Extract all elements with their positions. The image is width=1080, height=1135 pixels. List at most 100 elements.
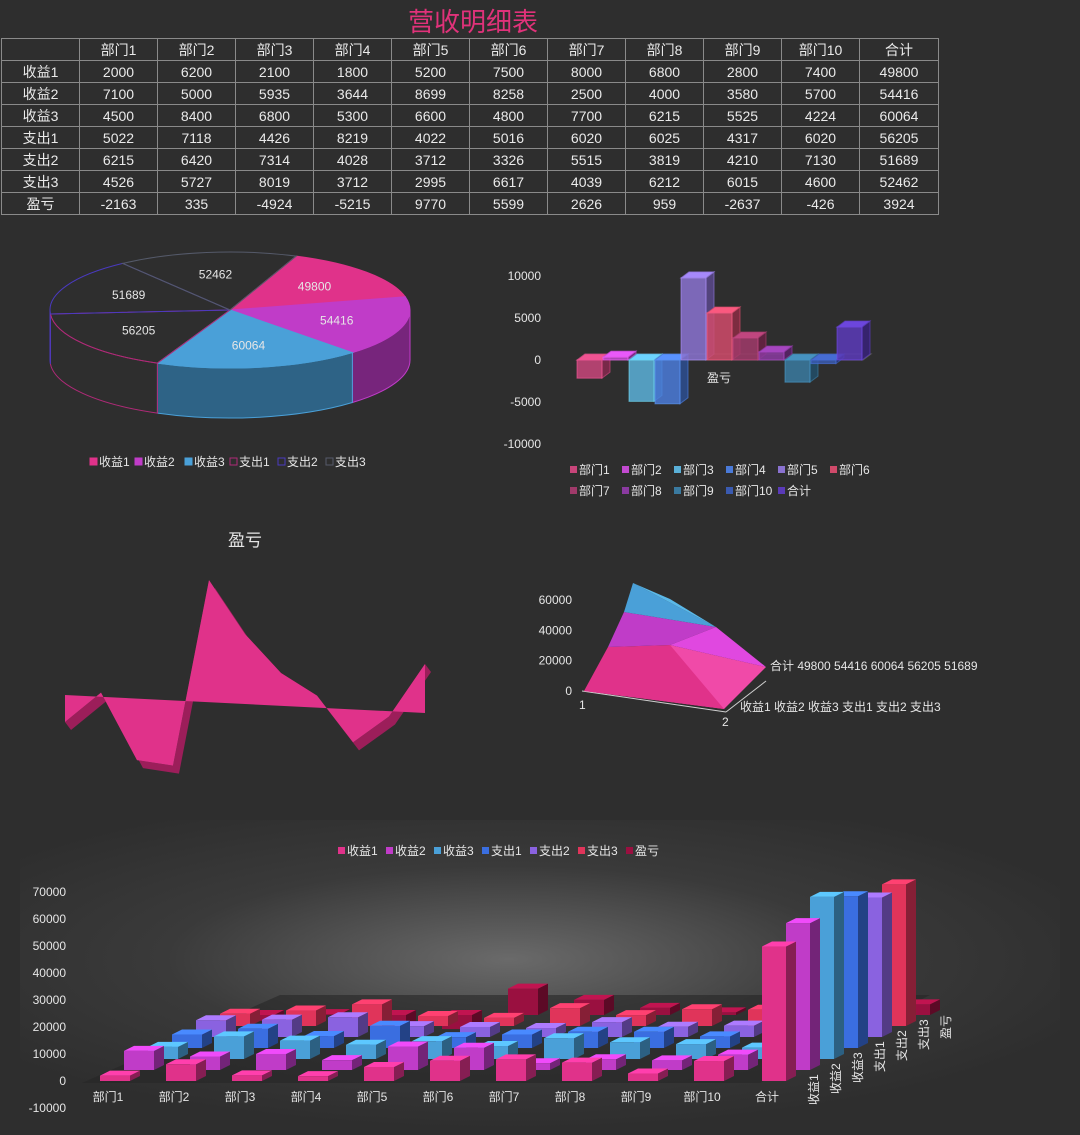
- col3d-bar: [100, 1075, 130, 1081]
- col3d-bar: [298, 1076, 328, 1081]
- table-header-cell: 部门2: [157, 38, 236, 61]
- col3d-y-tick: 70000: [33, 885, 67, 899]
- table-cell: 8400: [157, 104, 236, 127]
- col3d-side: [550, 1058, 560, 1070]
- col3d-top: [190, 1051, 230, 1057]
- col3d-side: [664, 1026, 674, 1048]
- bar-front: [784, 359, 811, 383]
- bar-legend-swatch: [570, 466, 577, 473]
- col3d-side: [736, 1007, 746, 1015]
- pie-chart: 49800 54416 60064 56205 51689 52462 收益1 收益2 收益3 支…: [49, 251, 411, 469]
- col3d-bar: [762, 946, 786, 1081]
- table-header-cell: 部门5: [391, 38, 470, 61]
- bar-y-tick: -10000: [504, 437, 542, 451]
- col3d-top: [460, 1021, 500, 1027]
- table-cell: 51689: [859, 148, 939, 171]
- col3d-top: [172, 1029, 212, 1035]
- col3d-top: [214, 1031, 254, 1037]
- table-cell: 6020: [547, 126, 626, 149]
- table-cell: 4022: [391, 126, 470, 149]
- bar-legend-swatch: [778, 487, 785, 494]
- table-cell: 9770: [391, 192, 470, 215]
- table-cell: 6800: [235, 104, 314, 127]
- col3d-side: [268, 1023, 278, 1048]
- col3d-bar: [232, 1075, 262, 1081]
- col3d-bar: [544, 1038, 574, 1059]
- col3d-side: [352, 1055, 362, 1070]
- pie-legend-label: 支出2: [287, 455, 318, 469]
- table-cell: 7500: [469, 60, 548, 83]
- col3d-bar: [652, 1060, 682, 1070]
- pie-legend-label: 收益3: [194, 455, 225, 469]
- table-cell: 2995: [391, 170, 470, 193]
- col3d-side: [754, 1020, 764, 1037]
- row-label: 收益1: [1, 60, 80, 83]
- pyramid-y-tick: 20000: [539, 654, 573, 668]
- table-cell: -5215: [313, 192, 392, 215]
- col3d-side: [484, 1042, 494, 1070]
- bar-legend-swatch: [622, 466, 629, 473]
- table-cell: 60064: [859, 104, 939, 127]
- col3d-top: [148, 1041, 188, 1047]
- table-header-cell: [1, 38, 80, 61]
- table-cell: 4039: [547, 170, 626, 193]
- col3d-legend-swatch: [434, 847, 441, 854]
- col3d-x-tick: 部门7: [489, 1089, 520, 1104]
- col3d-top: [280, 1035, 320, 1041]
- pyramid-x-tick: 1: [579, 698, 586, 712]
- table-cell: -4924: [235, 192, 314, 215]
- col3d-top: [640, 1002, 680, 1008]
- row-label: 支出3: [1, 170, 80, 193]
- col3d-bar: [484, 1017, 514, 1026]
- area-fill: [65, 580, 425, 766]
- col3d-side: [724, 1056, 734, 1081]
- col3d-side: [622, 1017, 632, 1037]
- pie-legend-swatch: [134, 457, 143, 466]
- bar-front: [732, 337, 759, 361]
- bar-front: [680, 277, 707, 361]
- row-label: 收益3: [1, 104, 80, 127]
- col3d-side: [394, 1061, 404, 1081]
- col3d-bar: [562, 1062, 592, 1081]
- table-body: 部门1 部门2 部门3 部门4 部门5 部门6 部门7 部门8 部门9 部门10 合计 收益1 2000…: [1, 38, 939, 215]
- table-cell: 4526: [79, 170, 158, 193]
- table-cell: 5599: [469, 192, 548, 215]
- pyramid-depth-axis: [725, 680, 767, 713]
- table-cell: 5525: [703, 104, 782, 127]
- col3d-bar: [676, 1044, 706, 1059]
- col3d-side: [178, 1041, 188, 1059]
- col3d-top: [700, 1031, 740, 1037]
- col3d-legend-label: 收益1: [347, 844, 378, 858]
- table-cell: 6600: [391, 104, 470, 127]
- col3d-top: [786, 918, 820, 924]
- table-cell: 2500: [547, 82, 626, 105]
- pyramid-base-axis: [581, 690, 727, 713]
- bar-legend-label: 部门6: [839, 462, 870, 477]
- col3d-side: [220, 1051, 230, 1070]
- col3d-side: [244, 1031, 254, 1059]
- table-cell: 6215: [79, 148, 158, 171]
- col3d-legend-label: 支出1: [491, 844, 522, 858]
- bar-y-tick: 5000: [514, 311, 541, 325]
- col3d-side: [834, 891, 844, 1059]
- col3d-bar: [430, 1060, 460, 1081]
- table-row: 收益2 7100 5000 5935 3644 8699 8258 2500 4000 3580 5…: [1, 82, 939, 105]
- col3d-side: [514, 1012, 524, 1026]
- col3d-side: [130, 1070, 140, 1081]
- table-cell: 4210: [703, 148, 782, 171]
- bar-y-tick: -5000: [510, 395, 541, 409]
- table-header-cell: 部门4: [313, 38, 392, 61]
- col3d-top: [100, 1070, 140, 1076]
- bar-legend-label: 部门2: [631, 462, 662, 477]
- col3d-side: [532, 1029, 542, 1048]
- table-cell: 6212: [625, 170, 704, 193]
- col3d-top: [412, 1036, 452, 1042]
- col3d-top: [676, 1039, 716, 1045]
- col3d-y-tick: 0: [59, 1074, 66, 1088]
- col3d-depth-label: 支出1: [873, 1041, 887, 1072]
- table-cell: 2100: [235, 60, 314, 83]
- table-cell: 8219: [313, 126, 392, 149]
- col3d-side: [592, 1057, 602, 1081]
- pyramid-y-tick: 40000: [539, 623, 573, 637]
- table-cell: 5200: [391, 60, 470, 83]
